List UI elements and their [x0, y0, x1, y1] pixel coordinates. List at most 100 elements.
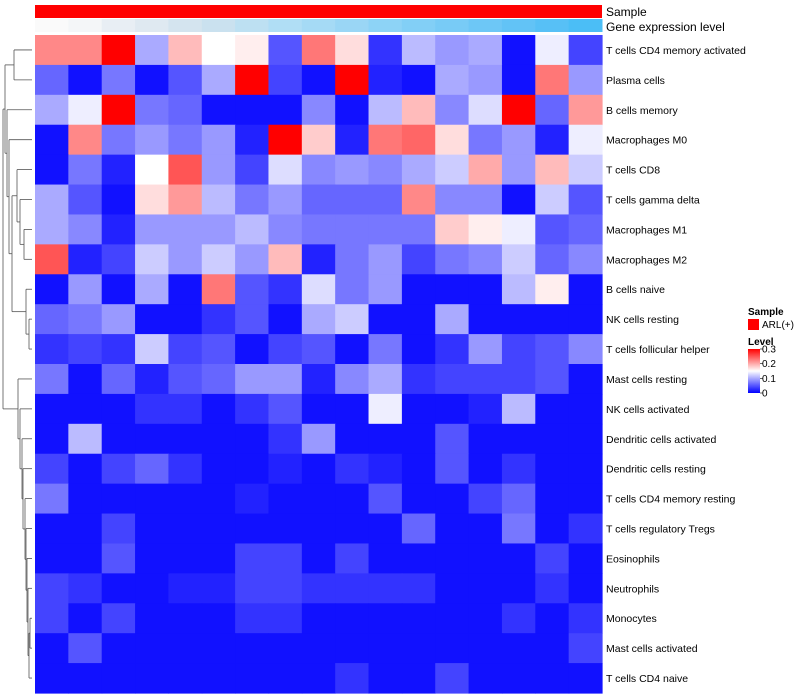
expression-level-cell	[368, 19, 403, 32]
heatmap-cell	[468, 573, 503, 604]
heatmap-cell	[535, 663, 570, 694]
heatmap-cell	[335, 64, 370, 96]
legend-tick-label: 0.1	[762, 374, 776, 385]
heatmap-cell	[68, 244, 103, 275]
heatmap-cell	[301, 603, 336, 634]
expression-level-cell	[168, 19, 203, 32]
heatmap-cell	[235, 543, 270, 574]
heatmap-cell	[501, 513, 536, 545]
heatmap-cell	[68, 64, 103, 96]
heatmap-cell	[401, 334, 436, 365]
heatmap-cell	[335, 364, 370, 395]
heatmap-cell	[335, 453, 370, 485]
heatmap-cell	[268, 453, 303, 485]
heatmap-cell	[501, 94, 536, 126]
row-labels: T cells CD4 memory activated Plasma cells…	[606, 45, 746, 685]
heatmap-cell	[68, 423, 103, 455]
heatmap-cell	[368, 513, 403, 545]
heatmap-cell	[135, 633, 170, 664]
heatmap-cell	[568, 603, 603, 634]
heatmap-cell	[268, 603, 303, 634]
heatmap-cell	[535, 483, 570, 515]
heatmap-cell	[568, 633, 603, 664]
row-label: Macrophages M2	[606, 254, 687, 266]
heatmap-cell	[301, 124, 336, 156]
heatmap-cell	[335, 124, 370, 156]
heatmap-cell	[501, 483, 536, 515]
legend-sample-entry: ARL(+)	[762, 320, 794, 331]
heatmap-cell	[268, 35, 303, 66]
heatmap-cell	[435, 543, 470, 574]
heatmap-cell	[435, 633, 470, 664]
heatmap-cell	[201, 124, 236, 156]
heatmap-cell	[268, 483, 303, 515]
heatmap-cell	[135, 663, 170, 694]
heatmap-cell	[401, 184, 436, 216]
heatmap-cell	[235, 274, 270, 305]
heatmap-cell	[135, 94, 170, 126]
heatmap-cell	[101, 573, 136, 604]
heatmap-cell	[68, 513, 103, 545]
heatmap-cell	[401, 453, 436, 485]
heatmap-cell	[35, 543, 69, 574]
row-label: Dendritic cells activated	[606, 434, 716, 446]
heatmap-cell	[301, 453, 336, 485]
heatmap-cell	[435, 483, 470, 515]
heatmap-cell	[168, 184, 203, 216]
heatmap-cell	[568, 35, 603, 66]
heatmap-cell	[335, 603, 370, 634]
heatmap-cell	[168, 304, 203, 335]
heatmap-cell	[135, 513, 170, 545]
heatmap-cell	[268, 154, 303, 186]
heatmap-cell	[535, 393, 570, 425]
heatmap-cell	[335, 663, 370, 694]
heatmap-cell	[368, 393, 403, 425]
heatmap-cell	[168, 244, 203, 275]
heatmap-cell	[168, 64, 203, 96]
heatmap-cell	[535, 124, 570, 156]
heatmap-cell	[268, 633, 303, 664]
heatmap-cell	[535, 35, 570, 66]
heatmap-cell	[368, 453, 403, 485]
heatmap-cell	[435, 184, 470, 216]
heatmap-cell	[468, 423, 503, 455]
heatmap-cell	[301, 94, 336, 126]
heatmap-cell	[101, 603, 136, 634]
heatmap-cell	[201, 35, 236, 66]
heatmap-cell	[35, 214, 69, 245]
row-label: Dendritic cells resting	[606, 464, 706, 476]
expression-level-cell	[101, 19, 136, 32]
heatmap-cell	[68, 483, 103, 515]
row-label: Macrophages M0	[606, 135, 687, 147]
heatmap-cell	[501, 663, 536, 694]
heatmap-cell	[68, 573, 103, 604]
heatmap-cell	[368, 603, 403, 634]
expression-level-cell	[401, 19, 436, 32]
heatmap-cell	[401, 513, 436, 545]
heatmap-cell	[535, 214, 570, 245]
heatmap-cell	[435, 513, 470, 545]
heatmap-cell	[468, 453, 503, 485]
heatmap-cell	[68, 184, 103, 216]
heatmap-cell	[535, 543, 570, 574]
heatmap-cell	[501, 214, 536, 245]
heatmap-cell	[68, 364, 103, 395]
heatmap-cell	[168, 124, 203, 156]
heatmap-cell	[35, 35, 69, 66]
expression-level-cell	[68, 19, 103, 32]
expression-level-cell	[335, 19, 370, 32]
heatmap-cell	[68, 124, 103, 156]
heatmap-cell	[535, 423, 570, 455]
row-label: Eosinophils	[606, 553, 660, 565]
heatmap-cell	[568, 154, 603, 186]
heatmap-cell	[335, 184, 370, 216]
heatmap-cell	[235, 453, 270, 485]
heatmap-cell	[301, 35, 336, 66]
heatmap-cell	[235, 393, 270, 425]
heatmap-cell	[335, 423, 370, 455]
heatmap-cell	[301, 364, 336, 395]
heatmap-cell	[135, 274, 170, 305]
heatmap-cell	[301, 663, 336, 694]
heatmap-cell	[368, 633, 403, 664]
heatmap-cell	[535, 633, 570, 664]
